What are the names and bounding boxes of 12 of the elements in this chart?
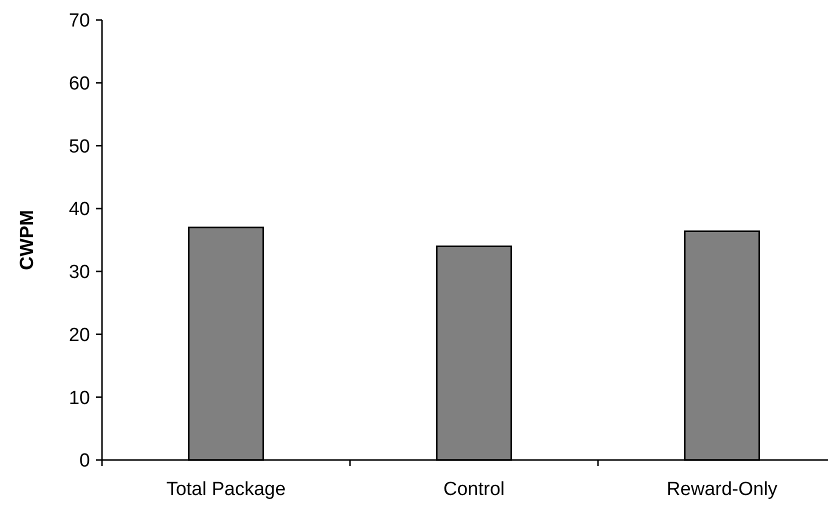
y-tick-label: 0 [79, 450, 90, 472]
y-tick-label: 60 [68, 74, 90, 95]
y-tick-label: 40 [68, 199, 90, 220]
x-tick-label: Reward-Only [666, 479, 778, 500]
y-axis-title: CWPM [17, 210, 38, 270]
y-tick-label: 70 [68, 10, 90, 32]
x-tick-label: Control [443, 479, 505, 500]
y-tick-label: 30 [68, 262, 90, 284]
y-tick-label: 50 [68, 136, 90, 158]
x-tick-label: Total Package [166, 479, 286, 500]
y-tick-label: 10 [68, 388, 90, 409]
y-tick-label: 20 [68, 324, 90, 346]
